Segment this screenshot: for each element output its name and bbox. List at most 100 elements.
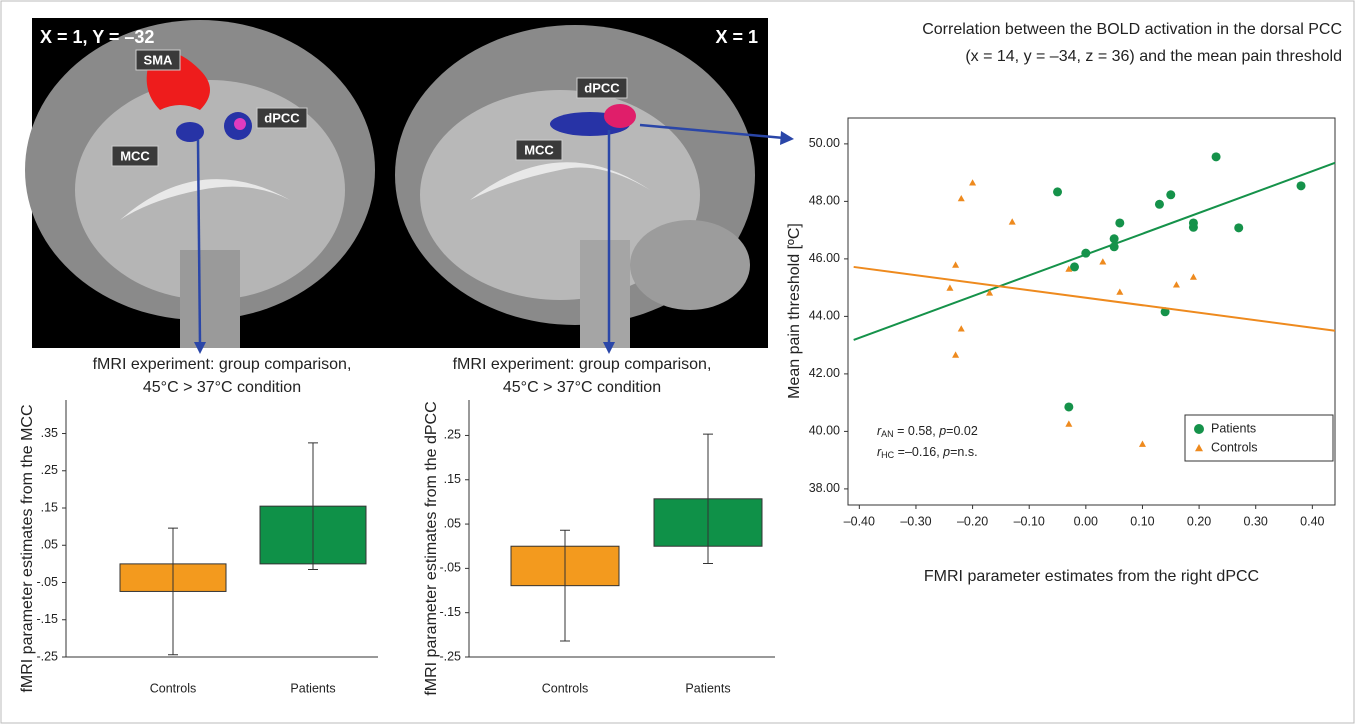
point (952, 261, 960, 268)
view-label: X = 1 (715, 27, 758, 47)
point (1053, 187, 1063, 197)
y-tick-label: -.05 (439, 561, 461, 575)
annotation-part: r (877, 424, 882, 438)
y-tick-label: 44.00 (809, 309, 840, 323)
error-bar (560, 529, 570, 642)
y-tick-label: -.05 (36, 575, 58, 589)
y-tick-label: 42.00 (809, 366, 840, 380)
view-label: X = 1, Y = –32 (40, 27, 154, 47)
annotation-part: p (942, 445, 950, 459)
point (986, 289, 994, 296)
point (946, 284, 954, 291)
point (1116, 288, 1124, 295)
chart-title: Correlation between the BOLD activation … (922, 21, 1342, 38)
legend-label: Patients (1211, 421, 1256, 435)
x-tick-label: 0.10 (1130, 514, 1154, 528)
fit-line (853, 161, 1336, 341)
legend-label: Controls (1211, 440, 1258, 454)
region-label: dPCC (264, 110, 300, 125)
annotation-part: p (938, 424, 946, 438)
point (1211, 152, 1221, 162)
x-tick-label: –0.20 (957, 514, 988, 528)
legend-marker (1195, 444, 1203, 452)
point (1296, 181, 1306, 191)
point (1154, 199, 1164, 209)
point (1065, 265, 1073, 272)
point (1172, 281, 1180, 288)
x-axis-label: FMRI parameter estimates from the right … (924, 568, 1259, 585)
annotation-part: AN (881, 429, 894, 439)
x-tick-label: –0.10 (1014, 514, 1045, 528)
y-tick-label: .15 (444, 472, 461, 486)
brain-image-left (25, 18, 378, 348)
x-tick-label: 0.00 (1074, 514, 1098, 528)
point (1138, 440, 1146, 447)
y-tick-label: .15 (41, 500, 58, 514)
arrows (194, 123, 794, 354)
region-label: SMA (144, 52, 174, 67)
point (1008, 218, 1016, 225)
legend-box (1184, 414, 1334, 462)
x-tick-label: 0.30 (1244, 514, 1268, 528)
point (1189, 273, 1197, 280)
y-axis-label: fMRI parameter estimates from the dPCC (423, 401, 440, 695)
y-tick-label: .05 (444, 516, 461, 530)
annotation-part: =–0.16, (894, 445, 943, 459)
point (1099, 258, 1107, 265)
point (1234, 223, 1244, 233)
point (969, 179, 977, 186)
point (1109, 242, 1119, 252)
y-tick-label: .35 (41, 426, 58, 440)
point (1070, 262, 1080, 272)
chart-title: fMRI experiment: group comparison, (453, 356, 712, 373)
annotation: rAN = 0.58, p=0.02 (877, 424, 978, 439)
y-tick-label: 46.00 (809, 251, 840, 265)
chart-title: 45°C > 37°C condition (143, 379, 301, 396)
annotation-part: r (877, 445, 882, 459)
y-axis-label: fMRI parameter estimates from the MCC (19, 404, 36, 692)
y-axis-label: Mean pain threshold [ºC] (786, 223, 803, 399)
error-bar (703, 433, 713, 565)
x-tick-label: –0.30 (900, 514, 931, 528)
region-label: MCC (524, 142, 554, 157)
annotation-part: =n.s. (950, 445, 977, 459)
brain-image-right (378, 18, 768, 348)
y-tick-label: 48.00 (809, 194, 840, 208)
point (1115, 218, 1125, 228)
point (1081, 248, 1091, 258)
legend-marker (1194, 424, 1204, 434)
point (1188, 218, 1198, 228)
y-tick-label: .05 (41, 538, 58, 552)
y-tick-label: -.15 (439, 605, 461, 619)
y-tick-label: -.25 (36, 649, 58, 663)
x-tick-label: Patients (685, 681, 730, 695)
point (1065, 420, 1073, 427)
point (957, 195, 965, 202)
point (1064, 402, 1074, 412)
point (957, 325, 965, 332)
annotation-part: =0.02 (946, 424, 978, 438)
x-tick-label: –0.40 (844, 514, 875, 528)
y-tick-label: -.25 (439, 649, 461, 663)
x-tick-label: Controls (542, 681, 589, 695)
point (1109, 234, 1119, 244)
y-tick-label: 40.00 (809, 424, 840, 438)
y-tick-label: 38.00 (809, 481, 840, 495)
error-bar (168, 527, 178, 656)
x-tick-label: Patients (290, 681, 335, 695)
y-tick-label: 50.00 (809, 136, 840, 150)
y-tick-label: -.15 (36, 612, 58, 626)
region-label: dPCC (584, 80, 620, 95)
brain-labels: X = 1, Y = –32 SMA dPCC MCC X = 1 dPCC M… (40, 27, 758, 167)
x-tick-label: 0.40 (1300, 514, 1324, 528)
y-tick-label: .25 (41, 463, 58, 477)
chart-title: fMRI experiment: group comparison, (93, 356, 352, 373)
annotation-part: = 0.58, (894, 424, 940, 438)
annotation: rHC =–0.16, p=n.s. (877, 445, 978, 460)
x-tick-label: 0.20 (1187, 514, 1211, 528)
x-tick-label: Controls (150, 681, 197, 695)
region-label: MCC (120, 148, 150, 163)
point (952, 351, 960, 358)
